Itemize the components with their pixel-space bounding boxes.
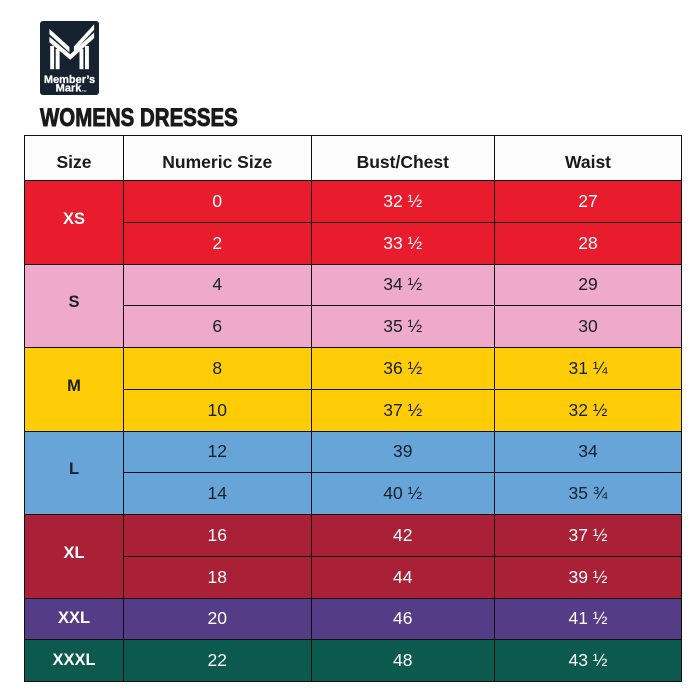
svg-text:TM: TM <box>82 89 87 93</box>
svg-text:Mark: Mark <box>55 83 82 95</box>
svg-text:Member’s: Member’s <box>43 74 94 86</box>
